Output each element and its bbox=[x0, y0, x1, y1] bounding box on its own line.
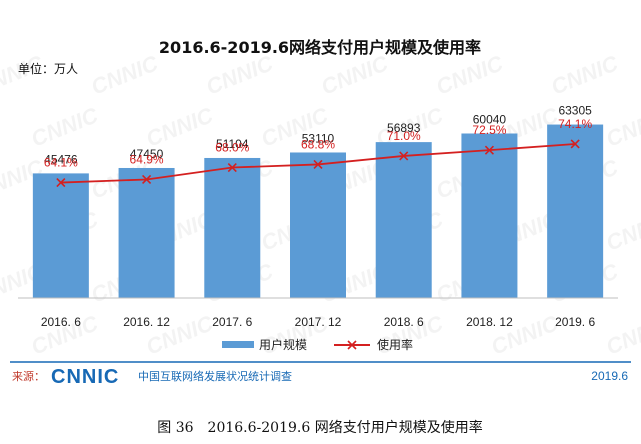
bar bbox=[547, 124, 604, 298]
cnnic-logo: CNNIC bbox=[51, 366, 119, 388]
watermark-text: CNNIC bbox=[318, 50, 393, 100]
x-tick-label: 2016. 6 bbox=[41, 315, 81, 329]
line-value-label: 64.1% bbox=[44, 156, 78, 170]
x-tick-label: 2017. 6 bbox=[212, 315, 252, 329]
bar-series bbox=[32, 124, 604, 298]
watermark-text: CNNIC bbox=[548, 50, 623, 100]
watermark-text: CNNIC bbox=[88, 50, 163, 100]
line-value-label: 64.9% bbox=[130, 152, 164, 166]
line-value-label: 71.0% bbox=[387, 129, 421, 143]
watermark-text: CNNIC bbox=[433, 50, 508, 100]
bar bbox=[461, 133, 518, 298]
watermark-text: CNNIC bbox=[603, 102, 641, 152]
line-value-labels: 64.1% 64.9% 68.0% 68.8% 71.0% 72.5% 74.1% bbox=[44, 117, 593, 170]
bar-value-labels: 45476 47450 51104 53110 56893 60040 63305 bbox=[44, 104, 592, 167]
watermark-text: CNNIC bbox=[603, 310, 641, 360]
bar-value-label: 60040 bbox=[473, 112, 507, 126]
line-point-marker bbox=[484, 145, 494, 155]
watermark-text: CNNIC bbox=[28, 102, 103, 152]
x-tick-label: 2017. 12 bbox=[295, 315, 342, 329]
bar bbox=[204, 157, 261, 298]
bar bbox=[118, 167, 175, 298]
line-point-marker bbox=[399, 151, 409, 161]
bar bbox=[32, 173, 89, 298]
legend-marker-icon bbox=[347, 340, 357, 350]
unit-label: 单位：万人 bbox=[18, 61, 78, 76]
line-point-marker bbox=[570, 139, 580, 149]
line-point-marker bbox=[56, 178, 66, 188]
bar-value-label: 45476 bbox=[44, 152, 78, 166]
legend-swatch-bar bbox=[222, 341, 254, 348]
figure-caption: 图 36 2016.6-2019.6 网络支付用户规模及使用率 bbox=[157, 419, 482, 436]
line-value-label: 74.1% bbox=[558, 117, 592, 131]
line-point-marker bbox=[313, 159, 323, 169]
x-tick-label: 2018. 6 bbox=[384, 315, 424, 329]
bar-value-label: 47450 bbox=[130, 147, 164, 161]
chart-title: 2016.6-2019.6网络支付用户规模及使用率 bbox=[159, 38, 481, 57]
watermark-text: CNNIC bbox=[143, 102, 218, 152]
bar bbox=[375, 142, 432, 298]
x-tick-label: 2016. 12 bbox=[123, 315, 170, 329]
line-point-marker bbox=[142, 174, 152, 185]
line-point-marker bbox=[227, 162, 237, 173]
line-value-label: 72.5% bbox=[472, 123, 506, 137]
x-tick-label: 2019. 6 bbox=[555, 315, 595, 329]
legend-label-bar: 用户规模 bbox=[259, 337, 307, 352]
legend-label-line: 使用率 bbox=[377, 337, 413, 352]
legend: 用户规模 使用率 bbox=[222, 337, 413, 352]
watermark-text: CNNIC bbox=[203, 50, 278, 100]
x-tick-label: 2018. 12 bbox=[466, 315, 513, 329]
bar-value-label: 56893 bbox=[387, 121, 421, 135]
line-series bbox=[56, 139, 580, 188]
line-value-label: 68.0% bbox=[215, 141, 249, 155]
line-value-label: 68.8% bbox=[301, 137, 335, 151]
bar-value-label: 53110 bbox=[302, 131, 335, 145]
bar bbox=[290, 152, 346, 298]
bar-value-label: 51104 bbox=[216, 137, 249, 151]
footer-date: 2019.6 bbox=[591, 369, 628, 383]
bar-value-label: 63305 bbox=[558, 104, 592, 118]
x-tick-labels: 2016. 6 2016. 12 2017. 6 2017. 12 2018. 6 201… bbox=[41, 315, 596, 329]
watermark-text: CNNIC bbox=[603, 206, 641, 256]
source-label: 来源： bbox=[12, 369, 45, 383]
org-name: 中国互联网络发展状况统计调查 bbox=[138, 369, 292, 383]
